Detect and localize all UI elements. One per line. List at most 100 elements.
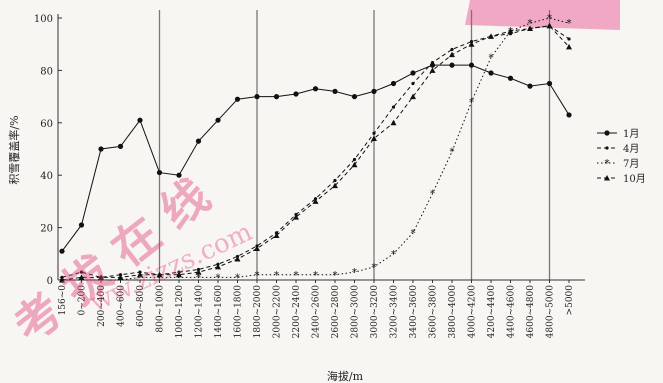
data-point: *: [216, 273, 221, 284]
data-point: [390, 119, 397, 126]
data-point: *: [605, 159, 610, 170]
data-point: [333, 178, 337, 183]
data-point: *: [99, 276, 104, 287]
legend: 1月 4月 * 7月 10月: [597, 128, 646, 185]
data-point: [312, 86, 319, 92]
data-point: [98, 274, 104, 280]
series-line: [61, 25, 570, 278]
data-point: *: [469, 97, 474, 108]
data-point: [371, 88, 377, 94]
data-point: *: [79, 276, 84, 287]
data-point: [78, 274, 85, 280]
data-point: *: [118, 276, 123, 287]
data-point: *: [528, 19, 533, 30]
data-point: *: [352, 268, 357, 279]
data-point: *: [294, 270, 299, 281]
reference-lines: [158, 10, 551, 280]
data-point: [254, 245, 260, 252]
data-point: [371, 135, 377, 142]
data-point: [468, 62, 475, 68]
x-tick-label: 4000~4200: [468, 285, 478, 339]
data-point: *: [547, 14, 552, 25]
x-tick-label: 1000~1200: [175, 285, 185, 339]
data-point: [410, 70, 416, 76]
data-point: [195, 269, 202, 275]
data-point: [117, 143, 124, 149]
data-point: [234, 256, 241, 262]
data-point: [411, 81, 415, 86]
data-point: [234, 96, 241, 102]
data-point: [449, 62, 455, 68]
data-point: [567, 37, 571, 41]
x-tick-label: 200~400: [97, 285, 107, 327]
data-point: [254, 94, 260, 100]
data-point: [566, 43, 572, 50]
data-point: [527, 25, 533, 31]
x-tick-label: 3600~3800: [429, 285, 439, 339]
y-tick-label: 80: [40, 66, 53, 77]
x-tick-label: 1400~1600: [214, 285, 224, 339]
data-point: [410, 93, 416, 100]
x-tick-label: 156~0: [58, 285, 68, 316]
data-point: [293, 214, 299, 220]
x-tick-label: 1600~1800: [234, 285, 244, 339]
series: ***************************: [59, 14, 572, 287]
data-point: [117, 274, 124, 280]
x-axis-title: 海拔/m: [327, 369, 364, 383]
y-axis-ticks: 0 20 40 60 80 100: [34, 14, 62, 287]
legend-label: 4月: [623, 143, 639, 155]
x-tick-label: 4400~4600: [507, 285, 517, 339]
data-point: *: [489, 53, 494, 64]
data-point: *: [372, 262, 377, 273]
legend-label: 7月: [623, 158, 639, 170]
data-point: [98, 146, 104, 152]
y-tick-label: 0: [47, 276, 53, 287]
x-tick-label: 1200~1400: [195, 285, 205, 339]
data-point: [352, 157, 357, 162]
x-tick-label: 4200~4400: [487, 285, 497, 339]
legend-label: 10月: [623, 173, 646, 185]
x-tick-label: 2200~2400: [292, 285, 302, 339]
data-point: [488, 70, 494, 76]
y-tick-label: 40: [40, 171, 53, 182]
data-point: [488, 33, 494, 39]
data-point: [391, 105, 396, 109]
data-point: [468, 41, 475, 47]
data-point: [195, 138, 202, 144]
series-4: [59, 22, 572, 283]
x-tick-label: 400~600: [117, 285, 127, 327]
data-point: *: [567, 19, 572, 30]
data-point: [605, 146, 609, 150]
data-point: *: [138, 273, 143, 284]
data-point: [79, 270, 84, 274]
data-point: [215, 263, 221, 270]
data-point: [429, 67, 436, 73]
x-tick-label: 2600~2800: [331, 285, 341, 339]
x-tick-label: 600~800: [136, 285, 146, 327]
data-point: [312, 198, 319, 204]
data-point: *: [333, 270, 338, 281]
data-point: *: [274, 270, 279, 281]
series-1: [59, 62, 572, 254]
data-point: [546, 22, 553, 29]
data-point: *: [450, 147, 455, 158]
x-tick-label: 4800~5000: [546, 285, 556, 339]
data-point: [156, 169, 163, 176]
data-point: [273, 232, 280, 238]
data-point: [176, 172, 182, 178]
data-point: *: [430, 189, 435, 200]
data-point: [156, 271, 163, 278]
x-tick-label: 3800~4000: [448, 285, 458, 339]
series-line: [62, 17, 570, 281]
data-point: [604, 130, 610, 136]
x-tick-label: 2400~2600: [312, 285, 322, 339]
data-point: *: [255, 270, 260, 281]
data-point: *: [177, 273, 182, 284]
data-point: [351, 161, 358, 168]
data-point: [566, 112, 572, 118]
y-axis-title: 积雪覆盖率/%: [7, 115, 21, 184]
data-point: [507, 75, 514, 81]
data-point: [604, 175, 610, 181]
x-tick-label: >5000: [565, 285, 575, 316]
